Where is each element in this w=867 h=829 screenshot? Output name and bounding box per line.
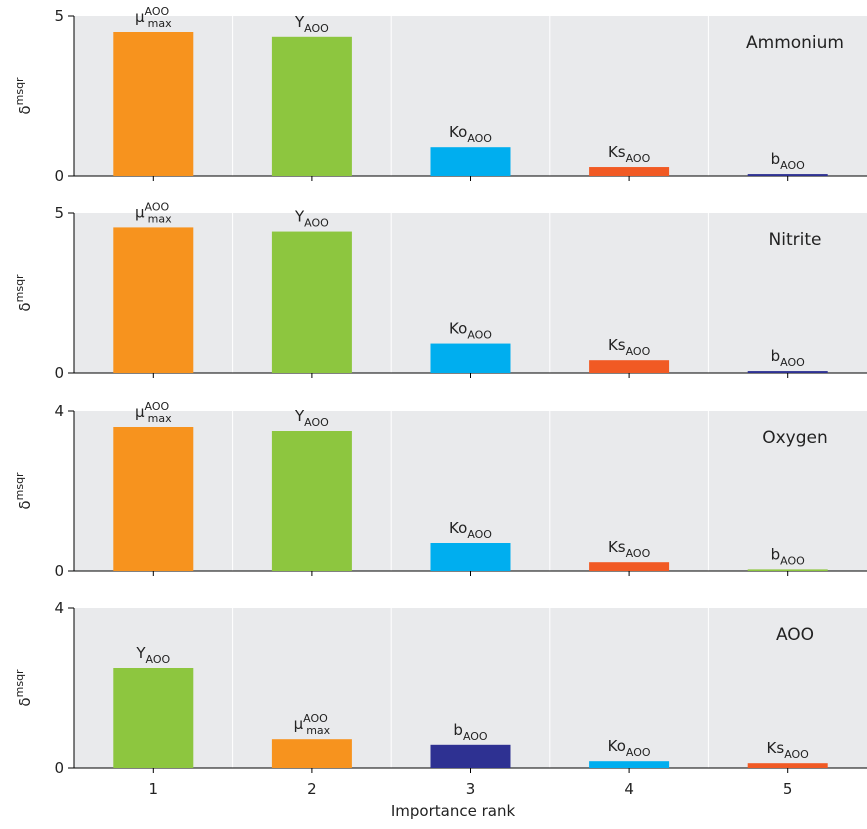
- bar-rank-2: [271, 231, 352, 373]
- panel-oxygen: 0 4 δmsqr Oxygen μAOO max YAOO KoAOO KsAOO bAOO: [13, 400, 867, 580]
- bar-rank-2: [271, 739, 352, 768]
- bar-label-rank-2: YAOO: [294, 208, 329, 230]
- bar-label-rank-2: YAOO: [294, 13, 329, 35]
- bar-label-rank-5: bAOO: [771, 545, 806, 567]
- y-axis-label: δmsqr: [13, 669, 34, 707]
- panel-ammonium: 0 5 δmsqr Ammonium μAOO max YAOO KoAOO KsAOO bAOO: [13, 5, 867, 185]
- bar-label-rank-5: KsAOO: [767, 739, 810, 761]
- x-tick-label: 1: [149, 780, 159, 798]
- bar-rank-4: [589, 167, 670, 176]
- panel-label: Oxygen: [762, 428, 828, 448]
- bar-rank-3: [430, 343, 511, 373]
- y-tick-label: 5: [54, 204, 64, 222]
- bar-label-rank-4: KsAOO: [608, 538, 651, 560]
- bar-rank-3: [430, 543, 511, 571]
- panel-nitrite: 0 5 δmsqr Nitrite μAOO max YAOO KoAOO KsAOO bAOO: [13, 200, 867, 382]
- bar-label-rank-5: bAOO: [771, 150, 806, 172]
- bar-rank-5: [747, 569, 828, 571]
- bar-rank-1: [113, 668, 194, 768]
- bar-label-rank-5: bAOO: [771, 347, 806, 369]
- panel-aoo: 0 4 δmsqr AOO YAOO μAOO max bAOO KoAOO KsAOO: [13, 599, 867, 777]
- bar-rank-2: [271, 431, 352, 571]
- bar-label-rank-1: μAOO max: [135, 400, 172, 425]
- bar-rank-5: [747, 174, 828, 176]
- bar-rank-5: [747, 763, 828, 768]
- bar-label-rank-4: KoAOO: [608, 737, 651, 759]
- x-tick-label: 2: [307, 780, 317, 798]
- bar-rank-2: [271, 36, 352, 176]
- x-tick-label: 3: [466, 780, 476, 798]
- y-tick-label: 0: [54, 364, 64, 382]
- panel-label: Ammonium: [746, 33, 844, 53]
- bar-label-rank-1: μAOO max: [135, 200, 172, 225]
- y-axis-label: δmsqr: [13, 77, 34, 115]
- bar-rank-4: [589, 761, 670, 768]
- bar-label-rank-3: KoAOO: [449, 320, 492, 342]
- x-axis-label: Importance rank: [391, 802, 516, 820]
- y-tick-label: 4: [54, 599, 64, 617]
- bar-label-rank-1: YAOO: [135, 644, 170, 666]
- bar-label-rank-2: YAOO: [294, 407, 329, 429]
- y-tick-label: 0: [54, 759, 64, 777]
- bar-label-rank-4: KsAOO: [608, 143, 651, 165]
- bar-rank-4: [589, 562, 670, 571]
- bar-label-rank-1: μAOO max: [135, 5, 172, 30]
- y-tick-label: 0: [54, 562, 64, 580]
- bar-label-rank-3: KoAOO: [449, 123, 492, 145]
- chart-panels: 0 5 δmsqr Ammonium μAOO max YAOO KoAOO KsAOO bAOO…: [13, 5, 867, 777]
- panel-background: [74, 608, 867, 768]
- y-tick-label: 5: [54, 7, 64, 25]
- bar-rank-5: [747, 371, 828, 373]
- x-tick-label: 5: [783, 780, 793, 798]
- bar-label-rank-3: KoAOO: [449, 519, 492, 541]
- bar-rank-1: [113, 427, 194, 571]
- panel-label: AOO: [776, 625, 814, 645]
- bar-rank-1: [113, 227, 194, 373]
- bar-rank-3: [430, 147, 511, 176]
- bar-label-rank-3: bAOO: [453, 721, 488, 743]
- y-tick-label: 4: [54, 402, 64, 420]
- x-axis: 1 2 3 4 5: [149, 780, 793, 798]
- x-tick-label: 4: [624, 780, 634, 798]
- bar-rank-1: [113, 32, 194, 176]
- bar-rank-3: [430, 744, 511, 768]
- y-axis-label: δmsqr: [13, 472, 34, 510]
- y-axis-label: δmsqr: [13, 274, 34, 312]
- bar-label-rank-2: μAOO max: [294, 712, 331, 737]
- bar-label-rank-4: KsAOO: [608, 336, 651, 358]
- y-tick-label: 0: [54, 167, 64, 185]
- bar-rank-4: [589, 360, 670, 373]
- panel-label: Nitrite: [769, 230, 822, 250]
